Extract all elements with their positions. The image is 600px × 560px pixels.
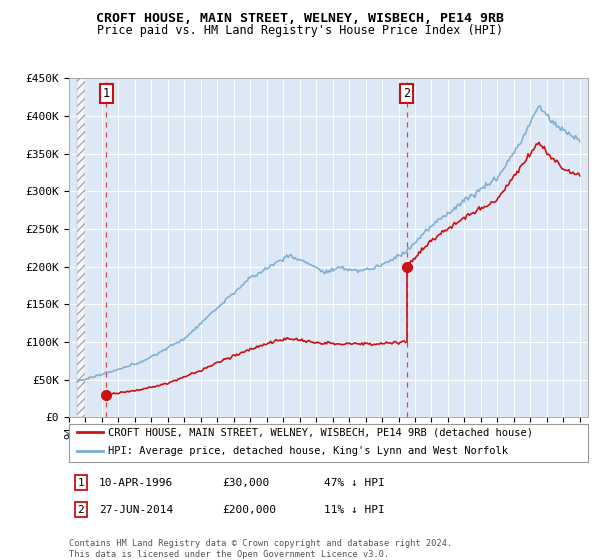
Text: 1: 1 [103, 87, 110, 100]
Text: Price paid vs. HM Land Registry's House Price Index (HPI): Price paid vs. HM Land Registry's House … [97, 24, 503, 36]
Text: 10-APR-1996: 10-APR-1996 [99, 478, 173, 488]
Text: 1: 1 [77, 478, 85, 488]
Text: HPI: Average price, detached house, King's Lynn and West Norfolk: HPI: Average price, detached house, King… [108, 446, 508, 456]
Text: 2: 2 [77, 505, 85, 515]
Bar [77, 78, 85, 417]
Text: CROFT HOUSE, MAIN STREET, WELNEY, WISBECH, PE14 9RB (detached house): CROFT HOUSE, MAIN STREET, WELNEY, WISBEC… [108, 427, 533, 437]
Bar [77, 78, 85, 417]
Text: 47% ↓ HPI: 47% ↓ HPI [324, 478, 385, 488]
Text: 27-JUN-2014: 27-JUN-2014 [99, 505, 173, 515]
Text: 11% ↓ HPI: 11% ↓ HPI [324, 505, 385, 515]
Text: CROFT HOUSE, MAIN STREET, WELNEY, WISBECH, PE14 9RB: CROFT HOUSE, MAIN STREET, WELNEY, WISBEC… [96, 12, 504, 25]
Text: Contains HM Land Registry data © Crown copyright and database right 2024.
This d: Contains HM Land Registry data © Crown c… [69, 539, 452, 559]
Text: £30,000: £30,000 [222, 478, 269, 488]
Text: £200,000: £200,000 [222, 505, 276, 515]
Text: 2: 2 [403, 87, 410, 100]
